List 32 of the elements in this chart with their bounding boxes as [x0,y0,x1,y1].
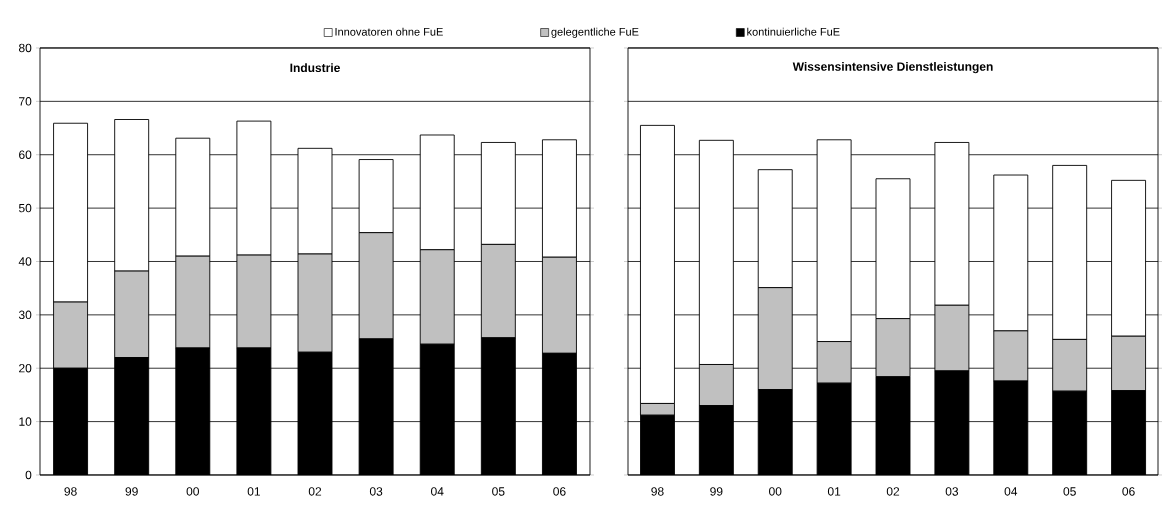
x-tick-label: 02 [308,487,322,496]
x-tick-label: 01 [827,487,841,496]
legend-label: Innovatoren ohne FuE [335,27,443,36]
x-tick-label: 03 [945,487,959,496]
x-tick-label: 99 [710,487,723,496]
y-tick-label: 80 [18,43,32,53]
text: Wissensintensive Dienstleistungen [792,62,993,74]
x-tick-label: 04 [431,487,444,496]
y-tick-label: 20 [19,363,32,373]
legend-label: gelegentliche FuE [551,27,639,38]
y-tick-label: 70 [19,97,32,106]
y-tick-label: 40 [18,257,32,266]
x-tick-label: 98 [64,487,77,496]
x-tick-label: 04 [1004,487,1018,496]
y-tick-label: 60 [19,150,32,159]
x-tick-label: 05 [1063,487,1076,496]
x-tick-label: 05 [492,487,505,496]
x-tick-label: 98 [651,487,664,496]
x-tick-label: 99 [125,487,138,496]
x-tick-label: 00 [186,487,199,496]
x-tick-label: 06 [1122,487,1135,496]
y-tick-label: 30 [18,310,32,320]
x-tick-label: 00 [769,487,782,496]
y-tick-label: 10 [19,417,32,426]
y-tick-label: 0 [25,470,32,480]
x-tick-label: 06 [553,487,566,496]
x-tick-label: 03 [369,487,383,496]
y-tick-label: 50 [18,203,32,213]
x-tick-label: 02 [886,487,900,496]
legend-label: kontinuierliche FuE [747,27,840,36]
text: Industrie [290,63,340,73]
x-tick-label: 01 [247,487,260,496]
